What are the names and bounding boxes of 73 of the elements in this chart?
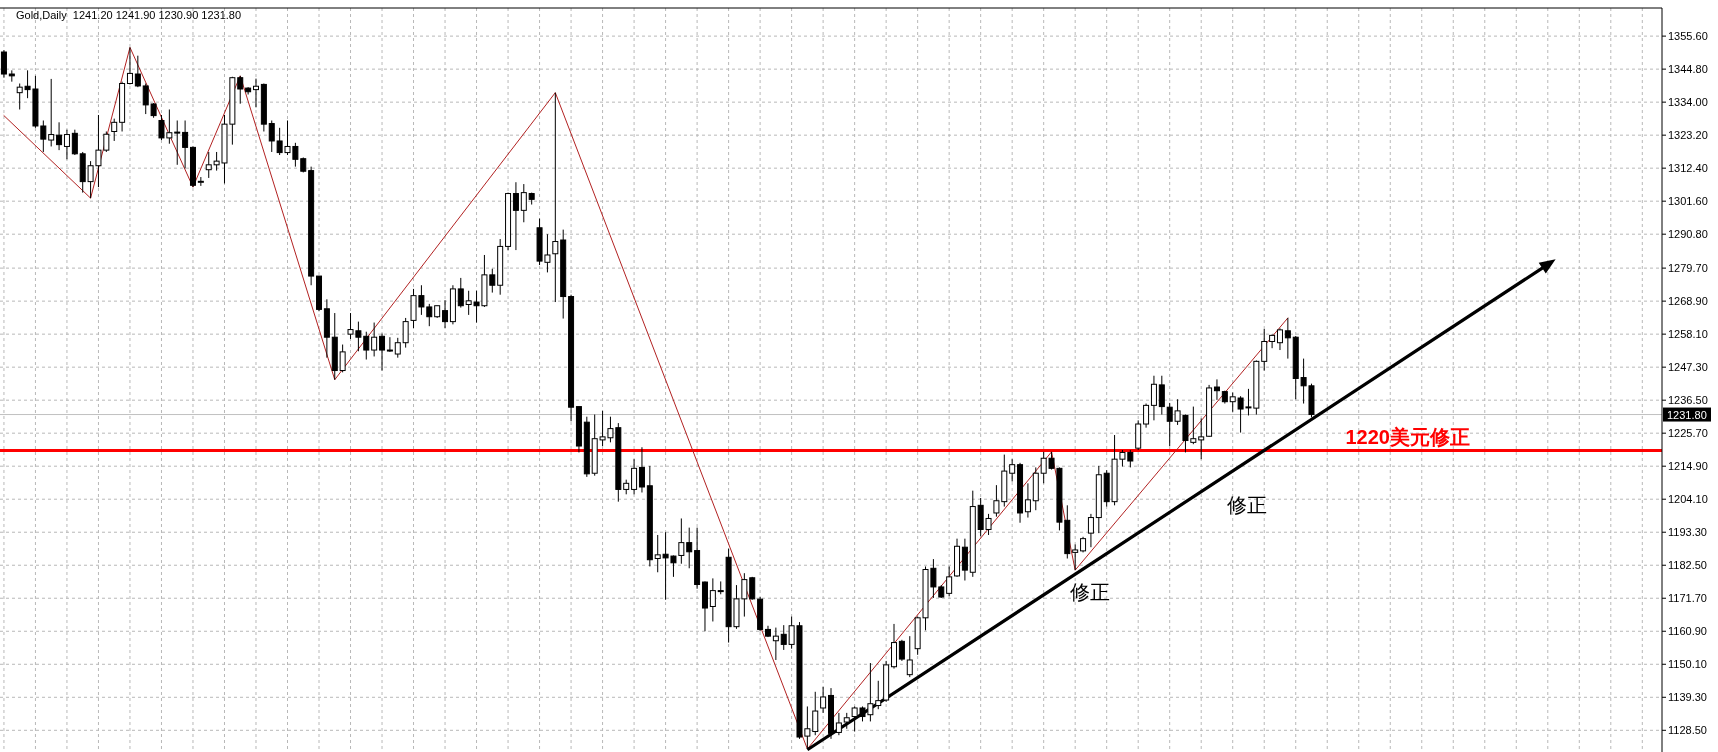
candlestick (552, 92, 559, 303)
y-tick-label: 1344.80 (1668, 63, 1708, 76)
candlestick (772, 627, 779, 661)
candlestick (394, 337, 401, 359)
y-tick-label: 1334.00 (1668, 96, 1708, 109)
candlestick (1150, 375, 1157, 421)
y-tick-label: 1171.70 (1668, 592, 1707, 605)
y-tick-label: 1323.20 (1668, 129, 1708, 142)
candlestick (835, 712, 842, 736)
annotation: 修正 (1226, 492, 1267, 517)
y-tick-label: 1150.10 (1668, 658, 1707, 671)
candlestick (71, 129, 78, 156)
candlestick (0, 49, 7, 79)
candlestick (111, 118, 118, 142)
candlestick (709, 577, 716, 622)
candlestick (1072, 543, 1079, 571)
y-tick-label: 1312.40 (1668, 162, 1708, 175)
y-tick-label: 1301.60 (1668, 195, 1708, 208)
candlestick (253, 78, 259, 108)
y-tick-label: 1355.60 (1668, 30, 1708, 43)
candlestick (1009, 458, 1016, 482)
candlestick (56, 121, 63, 151)
y-tick-label: 1279.70 (1668, 262, 1708, 275)
y-tick-label: 1160.90 (1668, 625, 1707, 638)
y-tick-label: 1290.80 (1668, 228, 1708, 241)
candlestick (1276, 327, 1283, 351)
candlestick (631, 458, 638, 495)
candlestick (134, 55, 141, 88)
candlestick (520, 183, 527, 223)
candlestick (442, 299, 449, 329)
candlestick (126, 46, 133, 85)
candlestick (371, 322, 378, 357)
candlestick (457, 277, 464, 309)
line-series (3, 46, 1289, 750)
chart-title: Gold,Daily 1241.20 1241.90 1230.90 1231.80 (16, 9, 242, 21)
candlestick (379, 333, 386, 372)
y-tick-label: 1204.10 (1668, 493, 1708, 506)
y-tick-label: 1128.50 (1668, 724, 1707, 737)
candlestick (1024, 482, 1031, 519)
y-tick-label: 1236.50 (1668, 394, 1708, 407)
candlestick (402, 317, 409, 349)
candlestick (63, 129, 70, 160)
candlestick (197, 176, 204, 187)
y-tick-label: 1182.50 (1668, 559, 1707, 572)
candlestick (1198, 418, 1205, 460)
y-tick-label: 1247.30 (1668, 361, 1708, 374)
candlestick (182, 119, 189, 169)
y-tick-label: 1225.70 (1668, 427, 1708, 440)
annotation: 修正 (1070, 580, 1111, 605)
candlestick (1269, 333, 1276, 349)
candlestick (1087, 513, 1094, 548)
candlestick (1158, 375, 1165, 416)
candlestick (906, 635, 913, 678)
candlestick (386, 336, 393, 353)
candlestick (946, 565, 953, 597)
candlestick (961, 538, 968, 582)
candlestick (1284, 317, 1291, 360)
y-tick-label: 1214.90 (1668, 460, 1708, 473)
ref-line-label: 1220美元修正 (1345, 425, 1470, 448)
candlestick (820, 686, 827, 714)
candlestick (1213, 378, 1220, 401)
y-tick-label: 1258.10 (1668, 328, 1708, 341)
candlestick (686, 527, 693, 569)
candlestick (898, 639, 905, 662)
candlestick (1261, 328, 1268, 372)
candlestick (48, 78, 55, 147)
candlestick (638, 446, 645, 493)
y-tick-label: 1268.90 (1668, 295, 1708, 308)
candlestick (1143, 403, 1150, 429)
y-tick-label: 1139.30 (1668, 691, 1707, 704)
ref-line-label: 1231.80 (1667, 408, 1707, 421)
y-tick-label: 1193.30 (1668, 526, 1707, 539)
candlestick (512, 181, 519, 251)
